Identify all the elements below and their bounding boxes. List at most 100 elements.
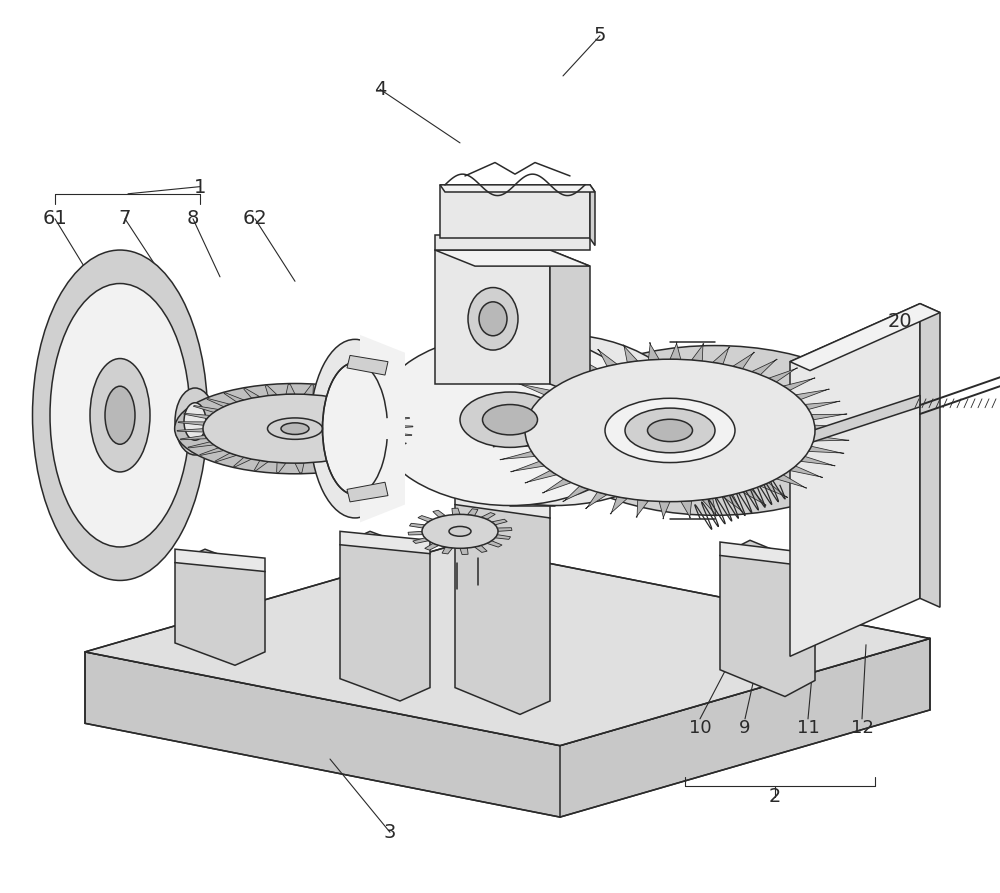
Text: 1: 1 [194, 178, 206, 197]
Polygon shape [244, 388, 260, 398]
Polygon shape [340, 531, 430, 554]
Ellipse shape [648, 419, 692, 442]
Polygon shape [542, 479, 571, 493]
Polygon shape [760, 482, 788, 497]
Polygon shape [598, 349, 617, 366]
Ellipse shape [203, 394, 387, 463]
Polygon shape [433, 510, 445, 517]
Ellipse shape [422, 514, 498, 548]
Polygon shape [440, 185, 590, 238]
Polygon shape [659, 502, 670, 519]
Polygon shape [487, 541, 502, 547]
Polygon shape [175, 549, 265, 572]
Polygon shape [815, 425, 850, 430]
Polygon shape [623, 345, 638, 363]
Polygon shape [783, 378, 815, 390]
Polygon shape [552, 363, 580, 379]
Polygon shape [180, 436, 207, 439]
Polygon shape [387, 425, 413, 429]
Polygon shape [85, 638, 930, 817]
Polygon shape [920, 304, 940, 607]
Polygon shape [413, 538, 428, 544]
Polygon shape [585, 492, 607, 509]
Polygon shape [769, 368, 798, 382]
Polygon shape [574, 355, 598, 371]
Polygon shape [224, 393, 244, 402]
Polygon shape [681, 501, 692, 518]
Polygon shape [752, 359, 777, 375]
Ellipse shape [479, 302, 507, 336]
Polygon shape [590, 185, 595, 246]
Polygon shape [254, 461, 268, 471]
Polygon shape [215, 453, 237, 462]
Polygon shape [505, 395, 539, 405]
Polygon shape [330, 459, 346, 469]
Polygon shape [380, 438, 406, 444]
Polygon shape [313, 462, 325, 472]
Polygon shape [813, 436, 849, 441]
Polygon shape [733, 352, 755, 369]
Ellipse shape [32, 250, 208, 580]
Polygon shape [383, 418, 410, 421]
Polygon shape [347, 355, 388, 375]
Polygon shape [713, 346, 730, 364]
Ellipse shape [468, 288, 518, 350]
Polygon shape [85, 545, 930, 746]
Polygon shape [353, 396, 375, 405]
Ellipse shape [419, 334, 691, 505]
Polygon shape [371, 445, 397, 452]
Polygon shape [193, 405, 219, 413]
Polygon shape [178, 421, 205, 425]
Polygon shape [376, 409, 402, 415]
Ellipse shape [50, 283, 190, 547]
Polygon shape [455, 491, 550, 518]
Polygon shape [322, 387, 336, 396]
Ellipse shape [322, 363, 388, 495]
Polygon shape [636, 500, 648, 517]
Ellipse shape [215, 405, 235, 438]
Polygon shape [491, 420, 527, 425]
Polygon shape [455, 491, 550, 714]
Polygon shape [533, 372, 564, 386]
Polygon shape [425, 543, 439, 550]
Text: 3: 3 [384, 822, 396, 842]
Text: 7: 7 [119, 209, 131, 229]
Ellipse shape [175, 388, 215, 455]
Polygon shape [563, 486, 588, 502]
Text: 11: 11 [797, 719, 819, 737]
Ellipse shape [281, 422, 309, 435]
Polygon shape [286, 384, 295, 395]
Text: 12: 12 [851, 719, 873, 737]
Ellipse shape [105, 386, 135, 444]
Polygon shape [452, 508, 460, 514]
Ellipse shape [449, 526, 471, 536]
Ellipse shape [482, 405, 538, 435]
Text: 61: 61 [43, 209, 67, 229]
Polygon shape [184, 413, 210, 419]
Text: 8: 8 [187, 209, 199, 229]
Text: 9: 9 [739, 719, 751, 737]
Text: 10: 10 [689, 719, 711, 737]
Polygon shape [481, 513, 495, 520]
Polygon shape [525, 471, 557, 483]
Polygon shape [340, 531, 430, 701]
Polygon shape [720, 540, 815, 697]
Polygon shape [790, 304, 940, 371]
Polygon shape [304, 385, 313, 395]
Polygon shape [490, 430, 525, 436]
Polygon shape [177, 429, 203, 432]
Polygon shape [409, 523, 425, 528]
Polygon shape [366, 402, 390, 410]
Polygon shape [435, 250, 590, 266]
Ellipse shape [374, 334, 646, 505]
Polygon shape [742, 489, 766, 505]
Ellipse shape [460, 392, 560, 447]
Ellipse shape [605, 398, 735, 463]
Polygon shape [460, 548, 468, 555]
Ellipse shape [625, 408, 715, 453]
Text: 20: 20 [888, 312, 912, 331]
Polygon shape [723, 495, 742, 512]
Polygon shape [435, 250, 550, 384]
Polygon shape [347, 482, 388, 502]
Polygon shape [418, 515, 433, 522]
